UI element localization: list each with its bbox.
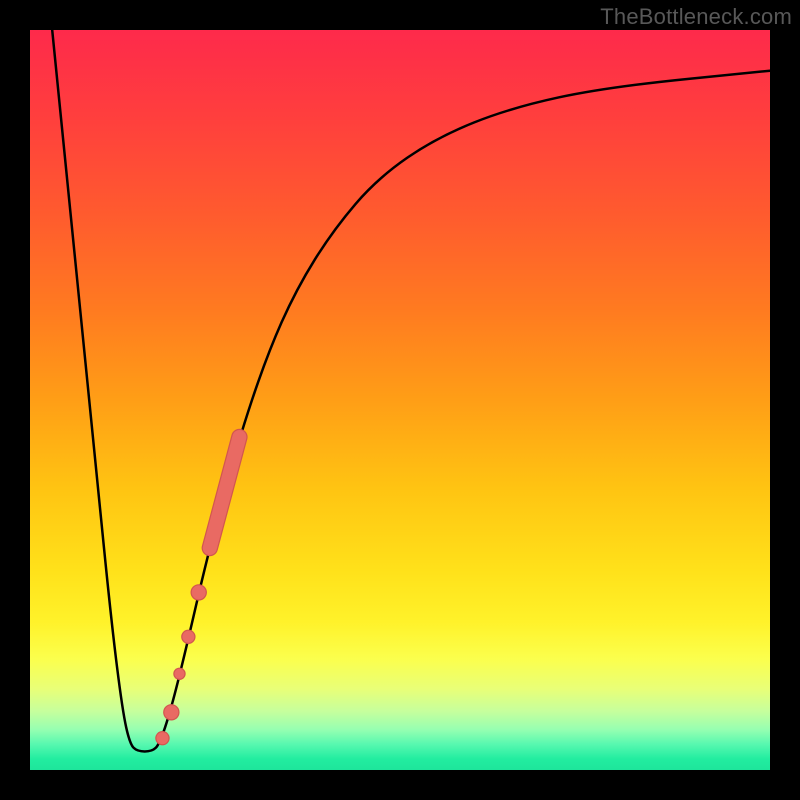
chart-background — [30, 30, 770, 770]
marker-dot — [192, 585, 206, 599]
chart-svg — [30, 30, 770, 770]
marker-dot — [164, 705, 178, 719]
chart-plot-area — [30, 30, 770, 770]
chart-frame: TheBottleneck.com — [0, 0, 800, 800]
marker-dot — [182, 631, 194, 643]
marker-dot — [156, 732, 168, 744]
marker-dot — [174, 669, 184, 679]
watermark-text: TheBottleneck.com — [600, 4, 792, 30]
